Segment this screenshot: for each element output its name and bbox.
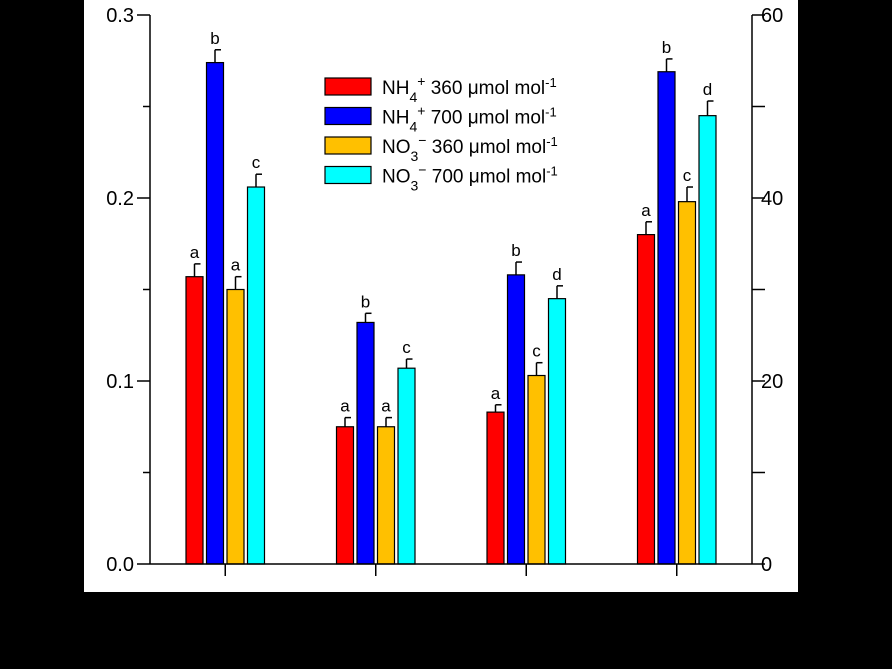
bar (397, 367, 416, 565)
legend-swatch (324, 136, 372, 155)
significance-letter: b (210, 29, 219, 48)
bar (185, 276, 204, 565)
legend-label: NH4+ 360 μmol mol-1 (382, 73, 557, 105)
significance-letter: c (532, 342, 541, 361)
significance-letter: a (340, 397, 350, 416)
bar (335, 426, 355, 565)
y-tick-label: 0.2 (106, 188, 134, 210)
significance-letter: b (511, 241, 520, 260)
bar (547, 298, 567, 565)
significance-letter: a (491, 384, 501, 403)
bar (205, 61, 225, 565)
significance-letter: a (231, 256, 241, 275)
legend-label: NO3− 700 μmol mol-1 (382, 162, 558, 194)
legend-swatch (324, 165, 372, 185)
significance-letter: c (402, 338, 411, 357)
legend-swatch (324, 77, 372, 96)
significance-letter: c (683, 166, 692, 185)
significance-letter: a (381, 397, 391, 416)
y-tick-label: 0.1 (106, 371, 134, 393)
bar (376, 426, 396, 565)
bars-layer: a a a a b b b b a a c c c c d d (185, 29, 717, 565)
y2-tick-label: 20 (761, 371, 783, 393)
bar (527, 374, 546, 565)
significance-letter: b (361, 292, 370, 311)
significance-letter: a (641, 201, 651, 220)
legend-label: NH4+ 700 μmol mol-1 (382, 103, 557, 135)
significance-letter: d (552, 265, 561, 284)
bar (677, 201, 697, 565)
y2-tick-label: 40 (761, 188, 783, 210)
y2-tick-label: 0 (761, 554, 772, 576)
significance-letter: b (662, 38, 671, 57)
legend-label: NO3− 360 μmol mol-1 (382, 132, 558, 164)
bar (356, 321, 375, 565)
bar (657, 71, 676, 565)
y-tick-label: 0.0 (106, 554, 134, 576)
y2-tick-label: 60 (761, 5, 783, 27)
bar (486, 411, 505, 565)
bar (636, 234, 656, 565)
y-tick-label: 0.3 (106, 5, 134, 27)
bar (246, 186, 266, 565)
legend-swatch (324, 106, 372, 126)
bar (698, 115, 717, 565)
bar (226, 288, 245, 565)
significance-letter: a (190, 243, 200, 262)
axes-layer: 0.0 0.1 0.2 0.3 0 20 40 60 (106, 5, 783, 576)
bar (506, 274, 526, 565)
significance-letter: c (252, 153, 261, 172)
significance-letter: d (703, 80, 712, 99)
